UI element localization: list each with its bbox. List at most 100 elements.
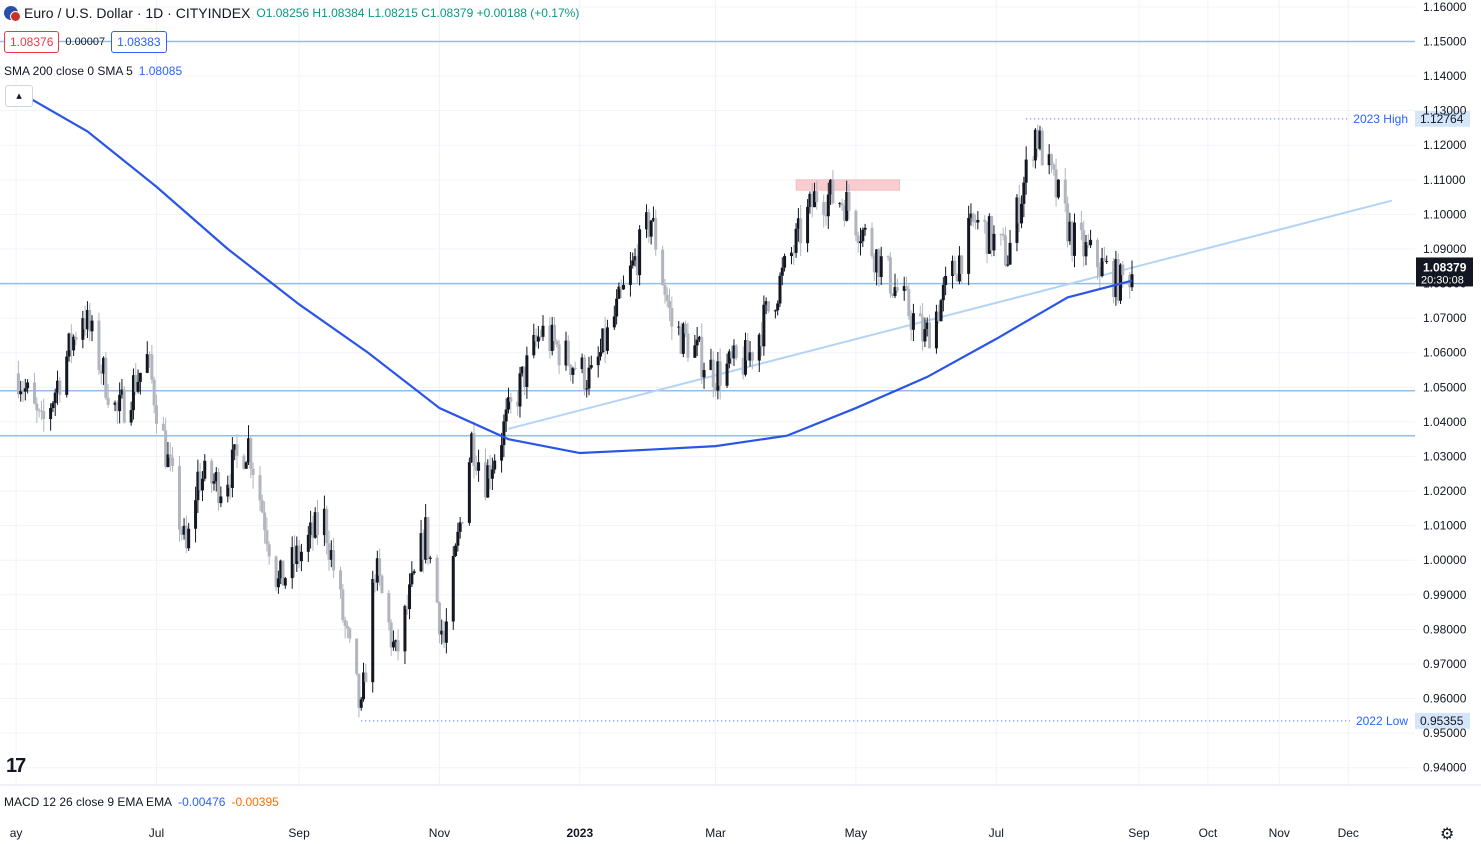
x-tick-label: ay [10, 826, 23, 840]
y-tick-label: 1.14000 [1423, 69, 1467, 83]
candle-body [1040, 130, 1044, 166]
candle-body [990, 216, 994, 251]
candle-body [279, 560, 283, 579]
sell-price-button[interactable]: 1.08376 [4, 31, 60, 53]
candle-body [877, 249, 881, 278]
y-tick-label: 1.04000 [1423, 415, 1467, 429]
candle-body [794, 228, 798, 253]
y-tick-label: 1.02000 [1423, 484, 1467, 498]
candle-body [918, 313, 922, 317]
y-tick-label: 0.96000 [1423, 692, 1467, 706]
candle-body [440, 630, 444, 635]
candle-body [1095, 239, 1099, 268]
candle-body [506, 397, 510, 410]
candle-body [359, 699, 363, 708]
candle-body [187, 528, 191, 549]
candle-body [971, 213, 975, 222]
candle-body [799, 218, 803, 244]
candle-body [470, 433, 474, 463]
candle-body [235, 444, 239, 456]
candle-body [532, 334, 536, 356]
candle-body [907, 289, 911, 316]
collapse-legend-button[interactable]: ▴ [5, 85, 33, 107]
candle-body [244, 462, 248, 469]
candle-body [534, 334, 538, 342]
candle-body [854, 210, 858, 236]
candle-body [1003, 235, 1007, 266]
candle-body [714, 386, 718, 391]
candle-body [442, 630, 446, 643]
candle-body [88, 310, 92, 332]
candle-body [258, 475, 262, 501]
candle-body [345, 625, 349, 629]
candle-body [104, 357, 108, 398]
macd-value: -0.00476 [178, 795, 226, 809]
price-axis[interactable]: 1.16000 1.15000 1.14000 1.13000 1.12000 1.110… [1416, 0, 1473, 775]
candle-body [1086, 242, 1090, 246]
symbol-title[interactable]: Euro / U.S. Dollar · 1D · CITYINDEX [24, 5, 251, 21]
candle-body [550, 324, 554, 351]
candle-body [541, 325, 545, 337]
candle-body [72, 336, 76, 351]
candle-body [582, 357, 586, 390]
candle-body [1052, 164, 1056, 170]
candle-body [233, 444, 237, 450]
candle-body [196, 471, 200, 501]
candle-body [573, 367, 577, 369]
x-tick-label: Nov [1269, 826, 1290, 840]
candle-body [921, 316, 925, 342]
candle-body [490, 469, 494, 479]
candle-body [293, 547, 297, 565]
annotation-price-bg [1415, 712, 1470, 729]
candle-body [944, 275, 948, 285]
candle-body [824, 214, 828, 217]
macd-legend[interactable]: MACD 12 26 close 9 EMA EMA -0.00476 -0.003… [4, 795, 279, 809]
tradingview-logo[interactable]: 17 [6, 755, 26, 777]
candle-body [136, 381, 140, 392]
time-axis[interactable]: ay Jul Sep Nov 2023 Mar May Jul Sep Oct Nov Dec [0, 784, 1481, 840]
candle-body [396, 640, 400, 652]
candle-body [612, 316, 616, 328]
candle-body [322, 508, 326, 536]
candle-body [332, 550, 336, 571]
x-tick-label: May [845, 826, 868, 840]
candle-body [923, 329, 927, 342]
candle-body [718, 361, 722, 386]
candle-body [902, 286, 906, 291]
candle-body [164, 430, 168, 467]
candle-body [251, 468, 255, 476]
candle-body [870, 227, 874, 256]
y-tick-label: 0.97000 [1423, 657, 1467, 671]
candle-body [806, 206, 810, 244]
candle-body [412, 571, 416, 574]
candle-body [619, 286, 623, 290]
candle-body [26, 382, 30, 389]
candle-body [686, 333, 690, 358]
candle-body [746, 340, 750, 361]
candle-body [596, 356, 600, 366]
candle-body [773, 310, 777, 312]
annotation-price-bg [1415, 110, 1470, 127]
candle-body [69, 333, 73, 351]
candle-body [783, 256, 787, 268]
candle-body [732, 345, 736, 359]
candle-body [702, 370, 706, 378]
candle-body [792, 252, 796, 254]
candle-body [957, 255, 961, 282]
candle-body [97, 320, 101, 370]
candle-body [1116, 259, 1120, 301]
candle-body [182, 525, 186, 535]
candle-body [408, 584, 412, 610]
candle-body [217, 472, 221, 504]
annotations: 2023 High 1.12764 2022 Low 0.95355 [361, 110, 1470, 729]
candle-body [228, 484, 232, 488]
candle-body [633, 256, 637, 261]
candle-body [872, 255, 876, 273]
buy-price-button[interactable]: 1.08383 [111, 31, 167, 53]
gear-icon[interactable]: ⚙ [1440, 826, 1455, 843]
candle-body [939, 300, 943, 322]
candle-body [831, 179, 835, 204]
candle-body [557, 344, 561, 366]
sma-legend[interactable]: SMA 200 close 0 SMA 5 1.08085 [4, 64, 182, 78]
